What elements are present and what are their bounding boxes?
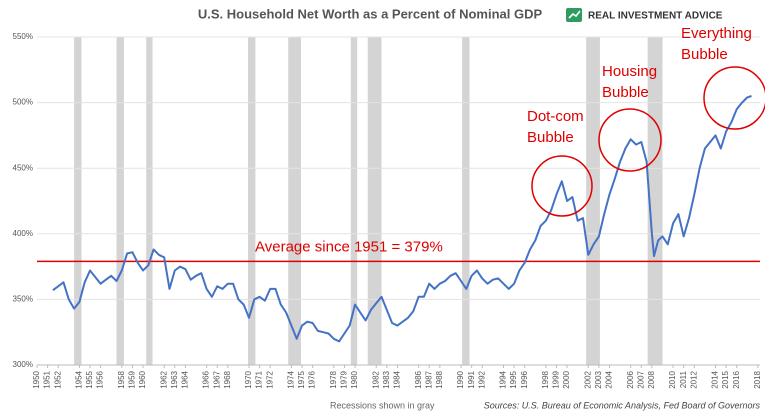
x-tick-label: 2011	[679, 370, 688, 388]
x-tick-label: 1959	[128, 370, 137, 388]
x-tick-label: 1975	[297, 370, 306, 388]
x-tick-label: 1982	[371, 370, 380, 388]
x-tick-label: 2000	[562, 370, 571, 388]
x-tick-label: 2018	[753, 370, 762, 388]
x-tick-label: 1966	[202, 370, 211, 388]
recession-band	[146, 37, 153, 365]
x-tick-label: 2008	[647, 370, 656, 388]
x-tick-label: 1954	[75, 370, 84, 388]
annotation: Bubble	[602, 84, 649, 101]
recession-band	[74, 37, 82, 365]
footnote: Recessions shown in gray	[330, 400, 435, 410]
x-tick-label: 1976	[308, 370, 317, 388]
annotation: Everything	[681, 25, 752, 42]
y-tick-label: 300%	[13, 360, 33, 369]
brand: REAL INVESTMENT ADVICE	[588, 11, 723, 22]
y-tick-label: 500%	[13, 98, 33, 107]
x-tick-label: 2006	[626, 370, 635, 388]
annotation: Dot-com	[527, 108, 584, 125]
x-tick-label: 1968	[223, 370, 232, 388]
x-tick-label: 2004	[605, 370, 614, 388]
chart-title: U.S. Household Net Worth as a Percent of…	[198, 6, 543, 21]
annotations: Dot-com Bubble Housing Bubble Everything…	[527, 25, 765, 217]
annotation-circle	[531, 155, 593, 217]
reference-label: Average since 1951 = 379%	[255, 238, 443, 255]
recession-band	[116, 37, 124, 365]
y-tick-label: 450%	[13, 163, 33, 172]
x-tick-label: 2015	[721, 370, 730, 388]
x-tick-label: 1979	[340, 370, 349, 388]
x-tick-label: 2003	[594, 370, 603, 388]
x-tick-label: 1950	[32, 370, 41, 388]
x-tick-label: 1974	[287, 370, 296, 388]
x-tick-label: 2012	[689, 370, 698, 388]
x-tick-label: 2014	[711, 370, 720, 388]
annotation-circle	[598, 108, 662, 172]
x-tick-label: 1998	[541, 370, 550, 388]
x-tick-label: 1990	[456, 370, 465, 388]
logo: REAL INVESTMENT ADVICE	[566, 8, 723, 22]
data-line	[52, 95, 752, 343]
x-tick-label: 1967	[212, 370, 221, 388]
x-tick-label: 1963	[170, 370, 179, 388]
plot-area: 300% 350% 400% 450% 500% 550% 1950 1951 1952 1954…	[13, 32, 762, 389]
x-tick-label: 1958	[117, 370, 126, 388]
x-tick-label: 1972	[265, 370, 274, 388]
x-tick-label: 1978	[329, 370, 338, 388]
x-tick-label: 1994	[499, 370, 508, 388]
x-tick-label: 1991	[467, 370, 476, 388]
x-tick-label: 1996	[520, 370, 529, 388]
x-tick-label: 2010	[668, 370, 677, 388]
x-tick-label: 1971	[255, 370, 264, 388]
y-tick-label: 350%	[13, 295, 33, 304]
x-tick-label: 1983	[382, 370, 391, 388]
recession-band	[586, 37, 600, 365]
x-tick-label: 1992	[477, 370, 486, 388]
x-tick-label: 2016	[732, 370, 741, 388]
recession-band	[367, 37, 382, 365]
x-tick-label: 2007	[636, 370, 645, 388]
logo-arrow	[568, 10, 581, 19]
x-tick-label: 1986	[414, 370, 423, 388]
x-tick-label: 1984	[393, 370, 402, 388]
recession-band	[247, 37, 256, 365]
x-tick-label: 1955	[85, 370, 94, 388]
x-tick-label: 1960	[138, 370, 147, 388]
recession-band	[350, 37, 358, 365]
x-tick-label: 1956	[96, 370, 105, 388]
annotation-circle	[703, 66, 765, 130]
x-tick-label: 1970	[244, 370, 253, 388]
x-tick-label: 1964	[181, 370, 190, 388]
recession-band	[462, 37, 470, 365]
x-tick-label: 1952	[53, 370, 62, 388]
x-tick-label: 1962	[159, 370, 168, 388]
x-tick-label: 1951	[43, 370, 52, 388]
annotation: Housing	[602, 63, 657, 80]
x-tick-label: 1987	[424, 370, 433, 388]
recession-band	[647, 37, 663, 365]
recession-band	[288, 37, 301, 365]
x-tick-label: 1999	[552, 370, 561, 388]
x-tick-label: 1980	[350, 370, 359, 388]
x-tick-label: 1988	[435, 370, 444, 388]
y-tick-label: 550%	[13, 32, 33, 41]
annotation: Bubble	[681, 46, 728, 63]
annotation: Bubble	[527, 129, 574, 146]
x-tick-label: 1995	[509, 370, 518, 388]
source: Sources: U.S. Bureau of Economic Analysi…	[484, 400, 761, 410]
y-tick-label: 400%	[13, 229, 33, 238]
x-tick-label: 2002	[583, 370, 592, 388]
